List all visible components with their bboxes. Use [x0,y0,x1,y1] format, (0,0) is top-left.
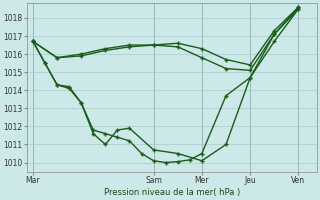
X-axis label: Pression niveau de la mer( hPa ): Pression niveau de la mer( hPa ) [104,188,240,197]
